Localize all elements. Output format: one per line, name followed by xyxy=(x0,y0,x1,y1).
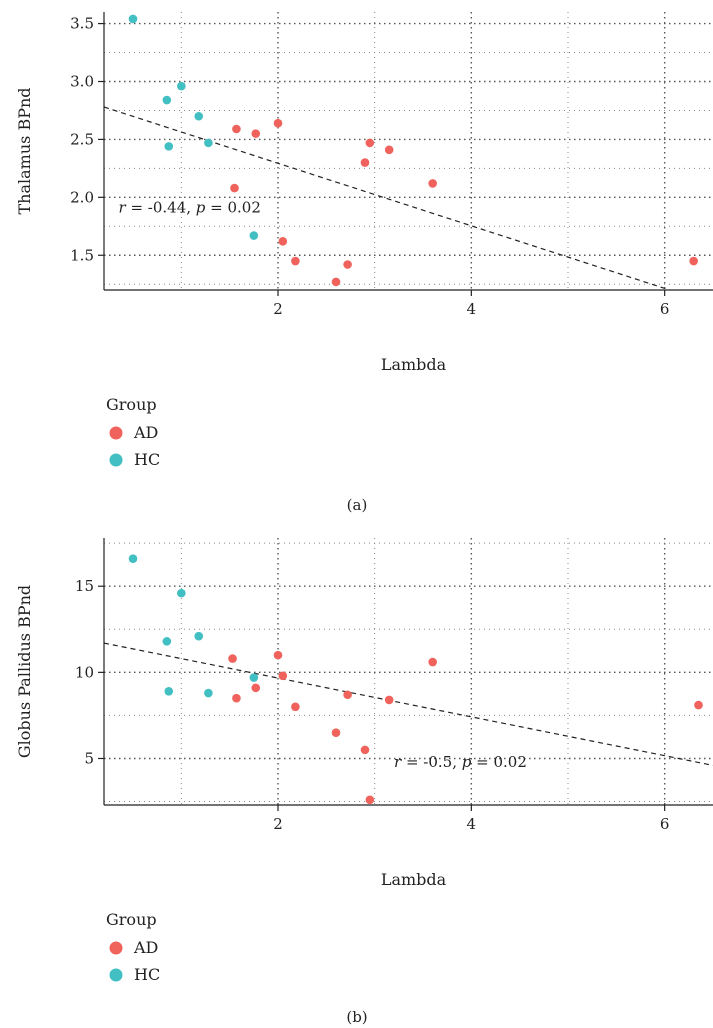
x-tick-label: 6 xyxy=(660,815,670,833)
data-point-hc xyxy=(194,632,203,641)
data-point-hc xyxy=(204,689,213,698)
y-tick-label: 3.5 xyxy=(70,15,94,33)
data-point-ad xyxy=(232,125,241,134)
x-tick-label: 2 xyxy=(273,300,283,318)
data-point-hc xyxy=(194,112,203,121)
data-point-hc xyxy=(164,687,173,696)
data-point-hc xyxy=(164,142,173,151)
y-tick-label: 2.5 xyxy=(70,130,94,148)
data-point-ad xyxy=(279,672,288,681)
data-point-ad xyxy=(274,651,283,660)
y-tick-label: 2.0 xyxy=(70,188,94,206)
regression-line xyxy=(104,643,713,765)
chart-b: 2 4 6 5 10 15 Lambda Globus Pallidus BPnd r = -0… xyxy=(15,538,713,1026)
y-tick-label: 15 xyxy=(75,577,94,595)
x-tick-label: 4 xyxy=(467,300,477,318)
figure-caption: (a) xyxy=(347,496,368,514)
y-tick-label: 3.0 xyxy=(70,73,94,91)
data-point-ad xyxy=(428,658,437,667)
data-point-ad xyxy=(279,237,288,246)
data-point-ad xyxy=(251,129,260,138)
correlation-annotation: r = -0.5, p = 0.02 xyxy=(394,753,527,771)
legend-label-hc: HC xyxy=(134,450,160,469)
correlation-annotation: r = -0.44, p = 0.02 xyxy=(119,198,261,216)
data-point-ad xyxy=(385,696,394,705)
data-point-hc xyxy=(163,637,172,646)
y-axis-title: Thalamus BPnd xyxy=(15,87,34,214)
data-point-ad xyxy=(361,158,370,167)
data-point-hc xyxy=(129,554,138,563)
x-axis-title: Lambda xyxy=(381,870,447,889)
legend-label-ad: AD xyxy=(133,423,158,442)
data-point-ad xyxy=(366,796,375,805)
legend-swatch-hc xyxy=(110,969,123,982)
data-point-hc xyxy=(129,15,138,24)
data-point-ad xyxy=(274,119,283,128)
legend-swatch-ad xyxy=(110,942,123,955)
y-tick-label: 5 xyxy=(84,749,94,767)
series-ad xyxy=(230,119,698,286)
legend-title: Group xyxy=(106,395,157,414)
legend-swatch-ad xyxy=(110,427,123,440)
y-tick-label: 10 xyxy=(75,663,94,681)
data-point-hc xyxy=(163,96,172,105)
x-tick-label: 6 xyxy=(660,300,670,318)
data-point-ad xyxy=(366,139,375,148)
data-point-hc xyxy=(177,589,186,598)
data-point-ad xyxy=(232,694,241,703)
legend-title: Group xyxy=(106,910,157,929)
y-tick-label: 1.5 xyxy=(70,246,94,264)
data-point-ad xyxy=(251,684,260,693)
data-point-ad xyxy=(228,654,237,663)
data-point-ad xyxy=(332,728,341,737)
data-point-ad xyxy=(428,179,437,188)
data-point-ad xyxy=(291,257,300,266)
grid xyxy=(104,12,713,290)
data-point-ad xyxy=(230,184,239,193)
data-point-ad xyxy=(343,690,352,699)
figure-caption: (b) xyxy=(346,1008,367,1026)
series-hc xyxy=(129,554,258,697)
data-point-ad xyxy=(361,746,370,755)
legend: Group AD HC xyxy=(106,910,160,984)
chart-a: 2 4 6 1.5 2.0 2.5 3.0 3.5 Lambda Thalamus BPnd r =… xyxy=(15,12,713,514)
data-point-ad xyxy=(694,701,703,710)
data-point-hc xyxy=(204,139,213,148)
x-axis-title: Lambda xyxy=(381,355,447,374)
y-axis-title: Globus Pallidus BPnd xyxy=(15,585,34,758)
series-ad xyxy=(228,651,703,804)
data-point-ad xyxy=(385,146,394,155)
data-point-hc xyxy=(250,231,259,240)
legend: Group AD HC xyxy=(106,395,160,469)
data-point-ad xyxy=(332,278,341,287)
data-point-ad xyxy=(291,703,300,712)
data-point-ad xyxy=(343,260,352,269)
x-tick-label: 4 xyxy=(467,815,477,833)
legend-label-ad: AD xyxy=(133,938,158,957)
legend-swatch-hc xyxy=(110,454,123,467)
legend-label-hc: HC xyxy=(134,965,160,984)
x-tick-label: 2 xyxy=(273,815,283,833)
data-point-hc xyxy=(177,82,186,91)
data-point-ad xyxy=(689,257,698,266)
data-point-hc xyxy=(250,673,259,682)
